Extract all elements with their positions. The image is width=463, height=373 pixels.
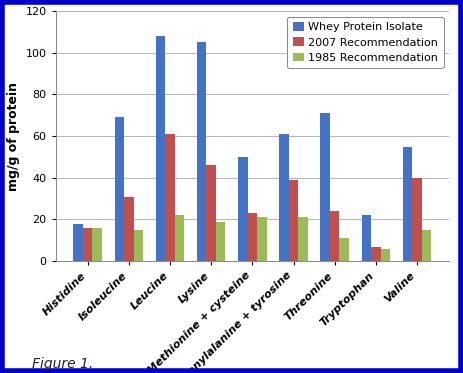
Bar — [422, 230, 431, 261]
Bar — [362, 215, 371, 261]
Bar — [93, 228, 102, 261]
Bar — [165, 134, 175, 261]
Bar — [83, 228, 93, 261]
Bar — [330, 211, 339, 261]
Bar — [371, 247, 381, 261]
Legend: Whey Protein Isolate, 2007 Recommendation, 1985 Recommendation: Whey Protein Isolate, 2007 Recommendatio… — [287, 17, 444, 68]
Bar — [257, 217, 267, 261]
Bar — [197, 43, 206, 261]
Y-axis label: mg/g of protein: mg/g of protein — [7, 82, 20, 191]
Bar — [133, 230, 143, 261]
Bar — [339, 238, 349, 261]
Bar — [206, 165, 216, 261]
Bar — [320, 113, 330, 261]
Bar — [124, 197, 133, 261]
Bar — [156, 36, 165, 261]
Text: Figure 1.: Figure 1. — [32, 357, 94, 371]
Bar — [381, 248, 390, 261]
Bar — [216, 222, 225, 261]
Bar — [289, 180, 298, 261]
Bar — [298, 217, 308, 261]
Bar — [74, 223, 83, 261]
Bar — [115, 117, 124, 261]
Bar — [248, 213, 257, 261]
Bar — [403, 147, 412, 261]
Bar — [412, 178, 422, 261]
Bar — [238, 157, 248, 261]
Bar — [279, 134, 289, 261]
Bar — [175, 215, 184, 261]
